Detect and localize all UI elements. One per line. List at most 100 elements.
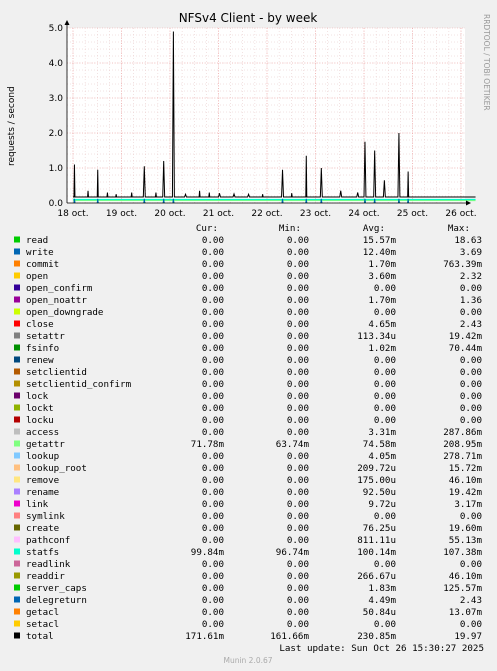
legend-min-create: 0.00 (287, 523, 309, 534)
legend-label-open_downgrade: open_downgrade (26, 307, 103, 318)
legend-min-open_downgrade: 0.00 (287, 307, 309, 318)
legend-label-setattr: setattr (26, 331, 65, 342)
legend-avg-delegreturn: 4.49m (368, 595, 396, 606)
legend-min-open_noattr: 0.00 (287, 295, 309, 306)
legend-max-server_caps: 125.57m (443, 583, 482, 594)
legend-avg-pathconf: 811.11u (357, 535, 396, 546)
legend-cur-commit: 0.00 (202, 259, 224, 270)
legend-max-total: 19.97 (454, 631, 482, 642)
legend-swatch-statfs (14, 548, 20, 555)
series-line-write (363, 198, 366, 204)
x-tick-label: 20 oct. (154, 209, 185, 219)
legend-cur-delegreturn: 0.00 (202, 595, 224, 606)
legend-avg-open: 3.60m (368, 271, 396, 282)
legend-min-close: 0.00 (287, 319, 309, 330)
legend-avg-readdir: 266.67u (357, 571, 396, 582)
legend-min-lookup_root: 0.00 (287, 463, 309, 474)
legend-cur-locku: 0.00 (202, 415, 224, 426)
legend-label-lockt: lockt (26, 403, 54, 414)
legend-label-access: access (26, 427, 59, 438)
axes: 0.0 1.0 2.0 3.0 4.0 5.0 18 oct. 19 oct. 20 oct. 2… (49, 20, 477, 219)
legend-avg-rename: 92.50u (363, 487, 396, 498)
legend-avg-locku: 0.00 (374, 415, 396, 426)
legend-cur-fsinfo: 0.00 (202, 343, 224, 354)
legend-avg-setclientid: 0.00 (374, 367, 396, 378)
legend-min-setattr: 0.00 (287, 331, 309, 342)
legend-avg-create: 76.25u (363, 523, 396, 534)
legend-swatch-open_confirm (14, 284, 20, 291)
last-update: Last update: Sun Oct 26 15:30:27 2025 (279, 643, 484, 654)
rrdtool-credit: RRDTOOL / TOBI OETIKER (482, 14, 491, 111)
series-line-write (373, 198, 376, 204)
legend-max-statfs: 107.38m (443, 547, 482, 558)
legend-max-setclientid: 0.00 (460, 367, 482, 378)
chart-title: NFSv4 Client - by week (179, 11, 318, 25)
legend-cur-getacl: 0.00 (202, 607, 224, 618)
legend-avg-link: 9.72u (368, 499, 396, 510)
legend-avg-setacl: 0.00 (374, 619, 396, 630)
legend-min-link: 0.00 (287, 499, 309, 510)
legend-label-setclientid: setclientid (26, 367, 87, 378)
legend-header-min: Min: (279, 223, 301, 234)
legend-cur-setacl: 0.00 (202, 619, 224, 630)
legend-min-lookup: 0.00 (287, 451, 309, 462)
legend-label-renew: renew (26, 355, 54, 366)
legend-swatch-server_caps (14, 584, 20, 591)
legend-swatch-lock (14, 392, 20, 399)
series-line-write (407, 198, 410, 204)
legend-max-getattr: 208.95m (443, 439, 482, 450)
series-line-write (172, 198, 175, 204)
legend-label-pathconf: pathconf (26, 535, 70, 546)
legend-cur-open_confirm: 0.00 (202, 283, 224, 294)
legend-header-avg: Avg: (363, 223, 385, 234)
legend-min-renew: 0.00 (287, 355, 309, 366)
y-tick-label: 3.0 (49, 94, 64, 104)
legend-cur-setclientid_confirm: 0.00 (202, 379, 224, 390)
legend-min-setclientid: 0.00 (287, 367, 309, 378)
legend-max-open_downgrade: 0.00 (460, 307, 482, 318)
legend-max-getacl: 13.07m (449, 607, 483, 618)
legend-min-total: 161.66m (270, 631, 309, 642)
legend-cur-lookup: 0.00 (202, 451, 224, 462)
legend-max-close: 2.43 (460, 319, 482, 330)
x-tick-label: 21 oct. (203, 209, 234, 219)
legend-avg-commit: 1.70m (368, 259, 396, 270)
legend-min-symlink: 0.00 (287, 511, 309, 522)
legend-cur-close: 0.00 (202, 319, 224, 330)
legend-min-access: 0.00 (287, 427, 309, 438)
series-line-write (143, 198, 146, 204)
legend-label-lookup: lookup (26, 451, 59, 462)
legend-swatch-setattr (14, 332, 20, 339)
legend-swatch-setacl (14, 620, 20, 627)
legend-swatch-lookup (14, 452, 20, 459)
legend-cur-open_downgrade: 0.00 (202, 307, 224, 318)
legend-max-open_confirm: 0.00 (460, 283, 482, 294)
legend-label-fsinfo: fsinfo (26, 343, 59, 354)
legend-swatch-getattr (14, 440, 20, 447)
legend-swatch-open_downgrade (14, 308, 20, 315)
legend-min-open: 0.00 (287, 271, 309, 282)
munin-version: Munin 2.0.67 (223, 656, 272, 665)
legend-label-lookup_root: lookup_root (26, 463, 87, 474)
legend-avg-lookup: 4.05m (368, 451, 396, 462)
series-line-write (281, 198, 284, 204)
legend-cur-read: 0.00 (202, 235, 224, 246)
series-line-write (305, 198, 308, 204)
legend-label-readdir: readdir (26, 571, 65, 582)
legend-label-read: read (26, 235, 48, 246)
legend-cur-access: 0.00 (202, 427, 224, 438)
legend-label-link: link (26, 499, 49, 510)
legend-swatch-readdir (14, 572, 20, 579)
legend-max-setattr: 19.42m (449, 331, 483, 342)
y-axis-label: requests / second (7, 86, 17, 166)
legend-label-server_caps: server_caps (26, 583, 87, 594)
legend-label-readlink: readlink (26, 559, 71, 570)
legend-swatch-lookup_root (14, 464, 20, 471)
legend-avg-open_noattr: 1.70m (368, 295, 396, 306)
legend-cur-open: 0.00 (202, 271, 224, 282)
legend-cur-readlink: 0.00 (202, 559, 224, 570)
legend-min-open_confirm: 0.00 (287, 283, 309, 294)
legend-avg-close: 4.65m (368, 319, 396, 330)
